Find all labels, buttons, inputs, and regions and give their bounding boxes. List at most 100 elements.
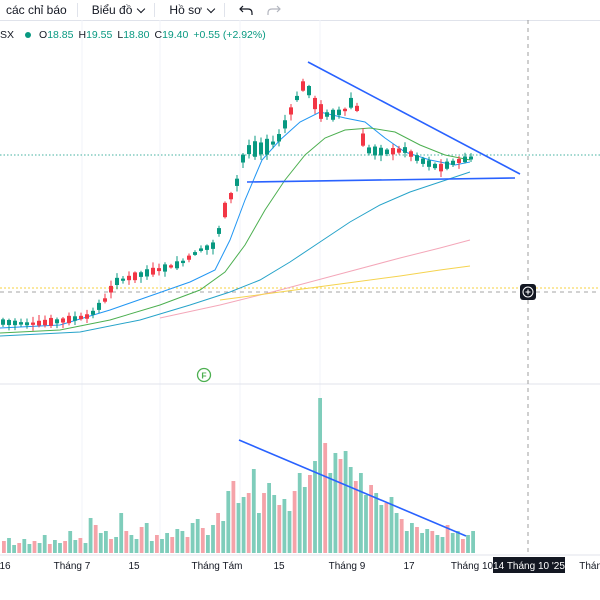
redo-icon [267, 5, 281, 15]
candle-body [289, 107, 293, 115]
volume-bar [185, 537, 190, 553]
volume-bar [83, 543, 88, 553]
candle-body [391, 148, 395, 155]
volume-bar [313, 461, 317, 553]
volume-bar [404, 531, 409, 553]
volume-bar [32, 541, 37, 553]
candle-body [55, 319, 59, 324]
volume-bar [42, 535, 47, 553]
volume-bar [440, 537, 445, 553]
high-value: 19.55 [86, 29, 113, 41]
candle-body [265, 138, 269, 155]
volume-bar [257, 513, 261, 553]
volume-bar [359, 473, 363, 553]
date-badge-bg [493, 557, 565, 573]
candle-body [97, 302, 101, 310]
volume-bar [7, 538, 11, 553]
volume-bar [445, 525, 450, 553]
time-axis-label: 16 [0, 561, 11, 572]
time-axis-label: 15 [273, 561, 285, 572]
undo-button[interactable] [229, 0, 259, 20]
candle-body [469, 156, 473, 160]
candle-body [385, 149, 389, 155]
candle-body [355, 105, 359, 111]
volume-bar [374, 493, 379, 553]
candle-body [457, 158, 461, 163]
volume-bar [124, 531, 129, 553]
volume-bars [2, 398, 475, 553]
candle-body [253, 141, 257, 157]
indicators-label: các chỉ báo [6, 3, 67, 17]
volume-bar [206, 535, 210, 553]
volume-bar [12, 545, 16, 553]
volume-bar [68, 531, 73, 553]
candle-body [151, 267, 155, 275]
symbol-name: SX [0, 29, 15, 41]
volume-bar [302, 487, 307, 553]
volume-bar [287, 511, 292, 553]
redo-button[interactable] [259, 0, 287, 20]
volume-bar [410, 523, 414, 553]
volume-bar [93, 525, 98, 553]
volume-bar [246, 493, 251, 553]
high-key: H [78, 29, 87, 41]
plus-icon [525, 289, 531, 295]
close-key: C [154, 29, 163, 41]
volume-bar [104, 531, 108, 553]
volume-bar [37, 543, 42, 553]
volume-bar [455, 531, 460, 553]
top-toolbar: các chỉ báo Biểu đồ Hồ sơ [0, 0, 600, 21]
candle-body [301, 81, 305, 91]
ma-fast-line [0, 111, 471, 329]
candle-body [1, 319, 5, 325]
volume-bar [435, 535, 440, 553]
volume-bar [134, 539, 139, 553]
candle-body [343, 108, 347, 112]
open-value: 18.85 [47, 29, 74, 41]
volume-bar [109, 539, 113, 553]
candle-body [283, 120, 287, 129]
candle-body [85, 314, 89, 319]
volume-bar [262, 493, 266, 553]
candle-body [163, 264, 167, 272]
candle-body [373, 146, 377, 156]
volume-bar [277, 505, 282, 553]
candle-body [43, 319, 47, 326]
dividend-marker [196, 367, 212, 383]
candle-body [37, 320, 41, 326]
candle-body [145, 269, 149, 277]
volume-bar [430, 531, 435, 553]
candle-body [49, 317, 53, 326]
change-value: +0.55 (+2.92%) [193, 29, 266, 41]
candle-body [409, 151, 413, 157]
candlesticks [1, 78, 473, 331]
candle-body [199, 248, 203, 251]
volume-bar [139, 527, 144, 553]
volume-bar [399, 519, 404, 553]
candle-body [115, 277, 119, 286]
indicators-button[interactable]: các chỉ báo [0, 0, 73, 20]
dividend-marker-label: F [201, 371, 206, 381]
profile-button[interactable]: Hồ sơ [159, 0, 220, 20]
time-axis-label: Tháng 7 [54, 561, 91, 572]
candle-body [331, 109, 335, 120]
candle-body [223, 202, 227, 218]
candle-body [397, 148, 401, 153]
volume-bar [88, 518, 93, 553]
volume-bar [175, 529, 180, 553]
candle-body [271, 141, 275, 145]
moving-averages [0, 111, 471, 337]
candle-body [181, 260, 185, 264]
low-value: 18.80 [123, 29, 150, 41]
time-axis-label: Tháng 11 [579, 561, 600, 572]
candle-body [121, 278, 125, 281]
crosshair-add-button[interactable] [520, 284, 536, 300]
volume-bar [292, 491, 297, 553]
time-axis-label: Tháng Tám [192, 561, 243, 572]
toolbar-divider [154, 3, 156, 17]
candle-body [421, 158, 425, 164]
chart-type-button[interactable]: Biểu đồ [82, 0, 151, 20]
plus-circle-icon [522, 286, 534, 298]
volume-bar [461, 539, 465, 553]
